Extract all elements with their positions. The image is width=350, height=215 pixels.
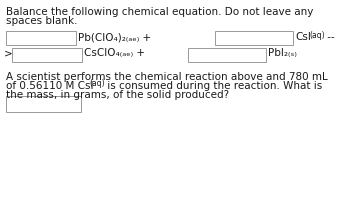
Text: (aq): (aq): [89, 80, 105, 89]
Text: PbI₂₍ₛ₎: PbI₂₍ₛ₎: [268, 48, 297, 58]
Text: CsI: CsI: [295, 32, 311, 42]
Bar: [215, 31, 293, 45]
Text: the mass, in grams, of the solid produced?: the mass, in grams, of the solid produce…: [6, 90, 229, 100]
Text: Pb(ClO₄)₂₍ₐₑ₎ +: Pb(ClO₄)₂₍ₐₑ₎ +: [78, 32, 151, 42]
Text: A scientist performs the chemical reaction above and 780 mL: A scientist performs the chemical reacti…: [6, 72, 328, 82]
Text: is consumed during the reaction. What is: is consumed during the reaction. What is: [104, 81, 322, 91]
Bar: [6, 96, 81, 112]
Text: Balance the following chemical equation. Do not leave any: Balance the following chemical equation.…: [6, 7, 313, 17]
Text: (aq): (aq): [309, 31, 325, 40]
Bar: [188, 48, 266, 62]
Text: of 0.56110 M CsI: of 0.56110 M CsI: [6, 81, 93, 91]
Text: >: >: [4, 48, 13, 58]
Bar: [12, 48, 82, 62]
Text: CsClO₄₍ₐₑ₎ +: CsClO₄₍ₐₑ₎ +: [84, 48, 145, 58]
Text: --: --: [324, 32, 335, 42]
Text: spaces blank.: spaces blank.: [6, 16, 77, 26]
Bar: [6, 31, 76, 45]
